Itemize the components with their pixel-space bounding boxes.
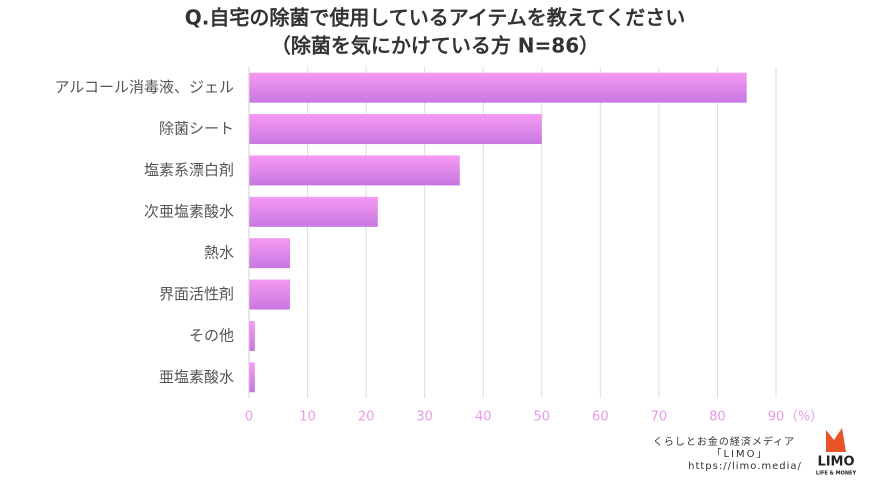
x-tick-label: 80: [709, 410, 726, 425]
footer-url: https://limo.media/: [688, 461, 802, 472]
logo-text: LIMO: [817, 455, 854, 470]
x-tick-label: 0: [245, 410, 253, 425]
x-unit-label: （%）: [785, 410, 823, 425]
y-tick-label: 亜塩素酸水: [159, 368, 234, 386]
x-tick-label: 90: [768, 410, 785, 425]
bar: [249, 196, 378, 227]
bar: [249, 114, 542, 145]
logo-sub: LIFE & MONEY: [816, 471, 857, 477]
bar: [249, 72, 747, 103]
x-tick-label: 70: [651, 410, 668, 425]
x-tick-label: 20: [358, 410, 375, 425]
x-tick-label: 10: [299, 410, 316, 425]
footer-tagline: くらしとお金の経済メディア: [653, 435, 795, 448]
bar: [249, 238, 290, 269]
bar: [249, 279, 290, 310]
y-tick-label: アルコール消毒液、ジェル: [54, 78, 234, 96]
bar: [249, 155, 460, 186]
y-tick-label: 次亜塩素酸水: [144, 202, 234, 220]
footer-brand: 「LIMO」: [711, 448, 768, 460]
y-tick-label: 界面活性剤: [159, 285, 234, 303]
bar: [249, 320, 255, 351]
y-tick-label: その他: [189, 326, 234, 344]
x-tick-label: 30: [416, 410, 433, 425]
logo-icon: [826, 428, 846, 452]
y-tick-label: 除菌シート: [159, 120, 234, 138]
chart-title: Q.自宅の除菌で使用しているアイテムを教えてください: [185, 6, 685, 30]
y-tick-label: 熱水: [204, 244, 234, 262]
x-tick-label: 50: [534, 410, 551, 425]
x-tick-label: 40: [475, 410, 492, 425]
footer: くらしとお金の経済メディア 「LIMO」 https://limo.media/…: [653, 428, 857, 477]
x-tick-label: 60: [592, 410, 609, 425]
y-tick-label: 塩素系漂白剤: [144, 161, 234, 179]
bar: [249, 362, 255, 393]
chart-subtitle: （除菌を気にかけている方 N=86）: [271, 34, 599, 58]
